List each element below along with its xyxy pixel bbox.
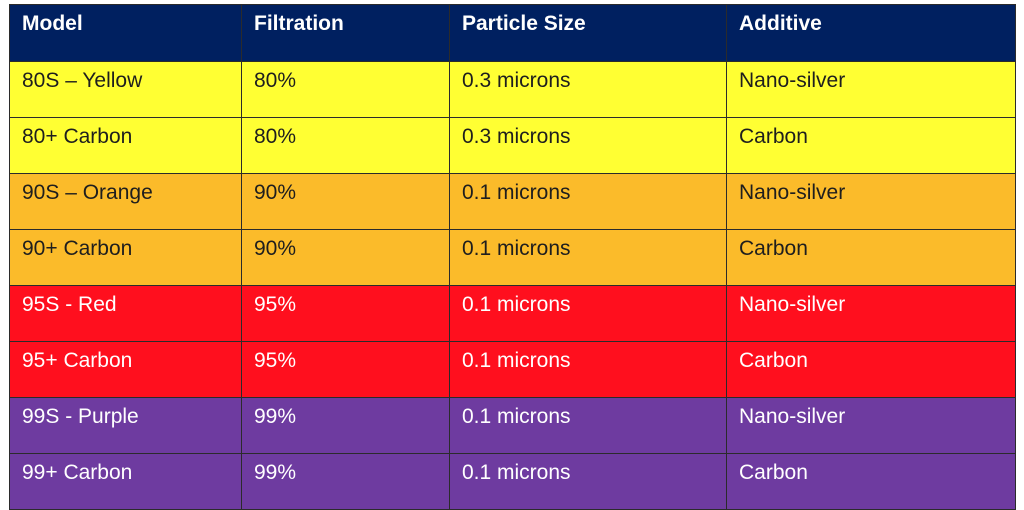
- cell-model: 99S - Purple: [9, 397, 242, 454]
- cell-filtration: 80%: [241, 61, 450, 118]
- table-row: 80+ Carbon 80% 0.3 microns Carbon: [9, 117, 1016, 174]
- cell-additive: Carbon: [726, 453, 1016, 510]
- table-row: 99S - Purple 99% 0.1 microns Nano-silver: [9, 397, 1016, 454]
- cell-filtration: 90%: [241, 173, 450, 230]
- cell-additive: Nano-silver: [726, 61, 1016, 118]
- cell-particle-size: 0.1 microns: [449, 173, 727, 230]
- cell-model: 90+ Carbon: [9, 229, 242, 286]
- cell-additive: Carbon: [726, 341, 1016, 398]
- cell-particle-size: 0.1 microns: [449, 285, 727, 342]
- cell-additive: Nano-silver: [726, 285, 1016, 342]
- cell-model: 99+ Carbon: [9, 453, 242, 510]
- cell-particle-size: 0.1 microns: [449, 453, 727, 510]
- header-filtration: Filtration: [241, 4, 450, 62]
- cell-additive: Carbon: [726, 229, 1016, 286]
- cell-additive: Nano-silver: [726, 397, 1016, 454]
- cell-model: 90S – Orange: [9, 173, 242, 230]
- cell-model: 95+ Carbon: [9, 341, 242, 398]
- cell-model: 80S – Yellow: [9, 61, 242, 118]
- cell-additive: Carbon: [726, 117, 1016, 174]
- table-row: 90+ Carbon 90% 0.1 microns Carbon: [9, 229, 1016, 286]
- table-row: 80S – Yellow 80% 0.3 microns Nano-silver: [9, 61, 1016, 118]
- cell-additive: Nano-silver: [726, 173, 1016, 230]
- table-row: 95+ Carbon 95% 0.1 microns Carbon: [9, 341, 1016, 398]
- cell-filtration: 99%: [241, 397, 450, 454]
- table-row: 90S – Orange 90% 0.1 microns Nano-silver: [9, 173, 1016, 230]
- filter-comparison-table: Model Filtration Particle Size Additive …: [9, 4, 1016, 510]
- table-row: 99+ Carbon 99% 0.1 microns Carbon: [9, 453, 1016, 510]
- cell-filtration: 80%: [241, 117, 450, 174]
- table-row: 95S - Red 95% 0.1 microns Nano-silver: [9, 285, 1016, 342]
- cell-particle-size: 0.1 microns: [449, 341, 727, 398]
- cell-filtration: 90%: [241, 229, 450, 286]
- cell-particle-size: 0.3 microns: [449, 117, 727, 174]
- header-row: Model Filtration Particle Size Additive: [9, 4, 1016, 62]
- cell-model: 80+ Carbon: [9, 117, 242, 174]
- cell-filtration: 95%: [241, 285, 450, 342]
- header-particle-size: Particle Size: [449, 4, 727, 62]
- cell-particle-size: 0.1 microns: [449, 229, 727, 286]
- cell-filtration: 95%: [241, 341, 450, 398]
- cell-model: 95S - Red: [9, 285, 242, 342]
- header-additive: Additive: [726, 4, 1016, 62]
- cell-particle-size: 0.3 microns: [449, 61, 727, 118]
- cell-filtration: 99%: [241, 453, 450, 510]
- cell-particle-size: 0.1 microns: [449, 397, 727, 454]
- header-model: Model: [9, 4, 242, 62]
